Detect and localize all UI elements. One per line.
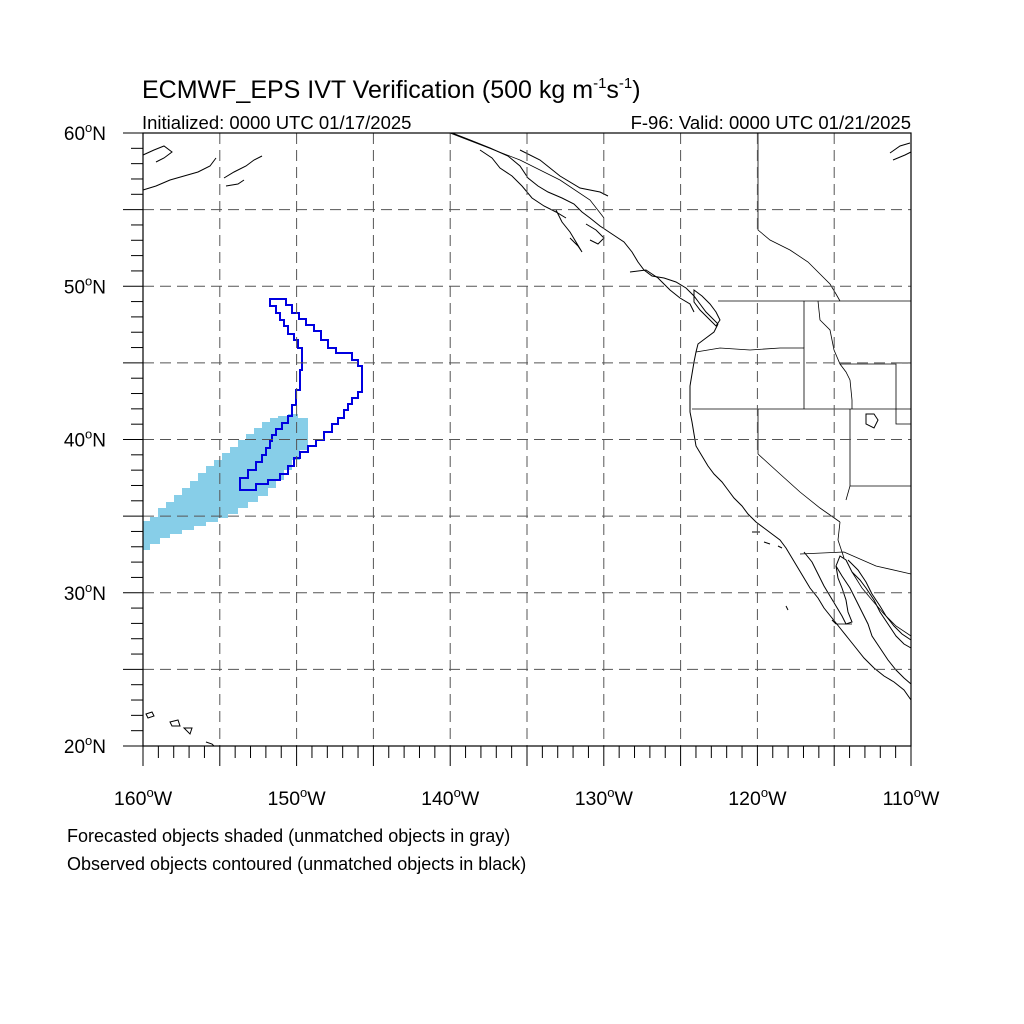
observed-note: Observed objects contoured (unmatched ob… xyxy=(67,854,526,874)
latitude-labels: 60oN 50oN 40oN 30oN 20oN xyxy=(64,120,106,758)
valid-time: F-96: Valid: 0000 UTC 01/21/2025 xyxy=(631,112,911,133)
lat-label: 50oN xyxy=(64,273,106,298)
lon-label: 150oW xyxy=(268,785,327,810)
lon-label: 110oW xyxy=(883,785,940,810)
chart-title: ECMWF_EPS IVT Verification (500 kg m-1s-… xyxy=(142,75,641,104)
lon-label: 160oW xyxy=(114,785,173,810)
lon-label: 130oW xyxy=(575,785,634,810)
initialized-time: Initialized: 0000 UTC 01/17/2025 xyxy=(142,112,411,133)
coastlines xyxy=(142,132,912,747)
lat-label: 40oN xyxy=(64,427,106,452)
lon-label: 140oW xyxy=(421,785,480,810)
observed-ivt-contour xyxy=(239,298,363,491)
map-panel xyxy=(123,132,912,766)
forecast-note: Forecasted objects shaded (unmatched obj… xyxy=(67,826,510,846)
axis-ticks xyxy=(123,132,912,766)
longitude-labels: 160oW 150oW 140oW 130oW 120oW 110oW xyxy=(114,785,940,810)
lat-label: 30oN xyxy=(64,580,106,605)
lat-label: 20oN xyxy=(64,733,106,758)
lat-label: 60oN xyxy=(64,120,106,145)
graticule xyxy=(143,133,911,746)
lon-label: 120oW xyxy=(728,785,787,810)
